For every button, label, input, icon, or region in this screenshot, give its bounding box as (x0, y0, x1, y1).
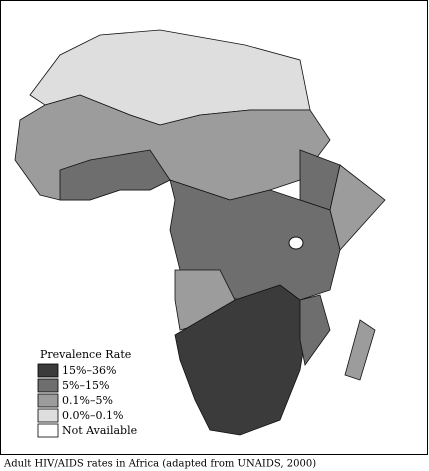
caption: Adult HIV/AIDS rates in Africa (adapted … (3, 459, 316, 470)
legend-label: 15%–36% (62, 364, 116, 377)
legend-swatch (37, 423, 59, 438)
legend-swatch (37, 408, 59, 423)
legend-swatch (37, 363, 59, 378)
lake-victoria (288, 236, 304, 250)
legend-swatch (37, 393, 59, 408)
legend-title: Prevalence Rate (40, 348, 131, 361)
legend-label: 0.0%–0.1% (62, 409, 123, 422)
madagascar (344, 319, 376, 381)
africa-map (14, 29, 386, 436)
legend-label: Not Available (62, 424, 137, 437)
legend-label: 5%–15% (62, 379, 109, 392)
legend: Prevalence Rate 15%–36% 5%–15% 0.1%–5% 0.0%… (37, 348, 137, 438)
legend-label: 0.1%–5% (62, 394, 113, 407)
legend-swatch (37, 378, 59, 393)
mozambique (299, 294, 331, 366)
west-africa-coast (59, 149, 171, 201)
southern-africa (174, 284, 306, 436)
